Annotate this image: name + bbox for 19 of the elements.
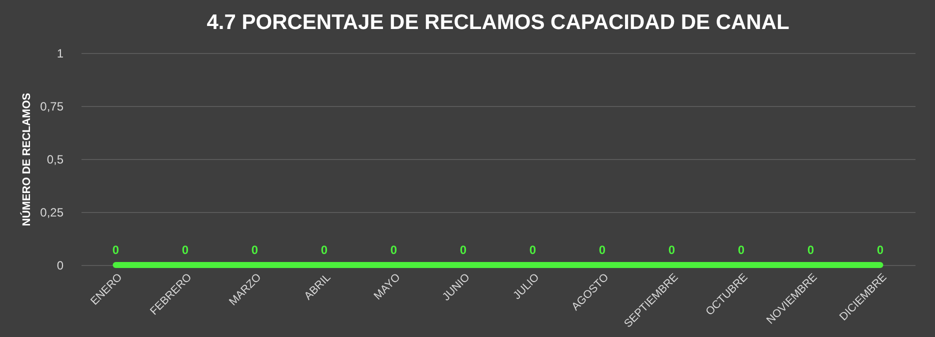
data-label: 0: [807, 243, 814, 257]
y-axis-title: NÚMERO DE RECLAMOS: [20, 92, 34, 226]
data-label: 0: [182, 243, 189, 257]
data-label: 0: [668, 243, 676, 257]
data-label: 0: [390, 243, 398, 257]
data-label: 0: [598, 243, 606, 257]
y-tick-label: 0,75: [40, 100, 64, 114]
data-label: 0: [529, 243, 536, 257]
chart-title: 4.7 PORCENTAJE DE RECLAMOS CAPACIDAD DE CANAL: [206, 11, 790, 34]
y-tick-label: 0,25: [40, 206, 64, 220]
y-tick-label: 1: [56, 46, 64, 60]
data-label: 0: [251, 243, 258, 257]
data-label: 0: [876, 243, 884, 257]
data-label: 0: [738, 243, 745, 257]
data-label: 0: [460, 243, 467, 257]
data-label: 0: [320, 243, 328, 257]
data-label: 0: [112, 243, 120, 257]
y-tick-label: 0,5: [46, 152, 64, 166]
y-tick-label: 0: [56, 258, 64, 272]
